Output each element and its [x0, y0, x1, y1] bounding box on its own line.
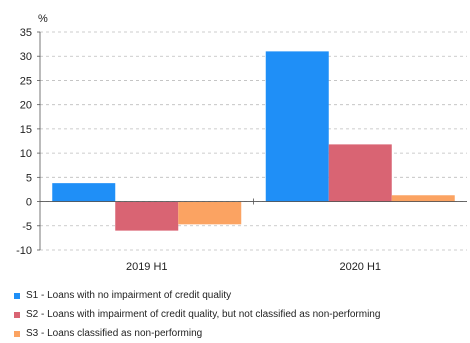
bar: [52, 183, 116, 202]
legend-item: S3 - Loans classified as non-performing: [14, 324, 464, 343]
legend-item: S2 - Loans with impairment of credit qua…: [14, 305, 464, 324]
bar: [391, 195, 455, 202]
legend-swatch: [14, 311, 20, 318]
y-tick-label: 25: [20, 75, 32, 87]
y-tick-label: -5: [22, 221, 32, 233]
legend-swatch: [14, 292, 20, 299]
y-tick-label: 10: [20, 148, 32, 160]
y-tick-label: 35: [20, 27, 32, 39]
x-tick-label: 2019 H1: [126, 261, 168, 273]
legend-swatch: [14, 330, 20, 337]
y-tick-label: -10: [16, 245, 32, 257]
legend-item: S1 - Loans with no impairment of credit …: [14, 286, 464, 305]
legend: S1 - Loans with no impairment of credit …: [14, 286, 464, 343]
legend-label: S2 - Loans with impairment of credit qua…: [26, 309, 381, 320]
legend-label: S1 - Loans with no impairment of credit …: [26, 290, 232, 301]
y-tick-label: 20: [20, 100, 32, 112]
y-tick-label: 0: [26, 197, 32, 209]
y-unit-label: %: [38, 13, 48, 25]
x-tick-label: 2020 H1: [339, 261, 381, 273]
bar: [178, 201, 242, 225]
y-tick-label: 15: [20, 124, 32, 136]
bar: [265, 51, 329, 202]
y-tick-label: 30: [20, 51, 32, 63]
bar: [115, 201, 179, 231]
bar: [328, 144, 392, 202]
legend-label: S3 - Loans classified as non-performing: [26, 328, 203, 339]
y-tick-label: 5: [26, 172, 32, 184]
